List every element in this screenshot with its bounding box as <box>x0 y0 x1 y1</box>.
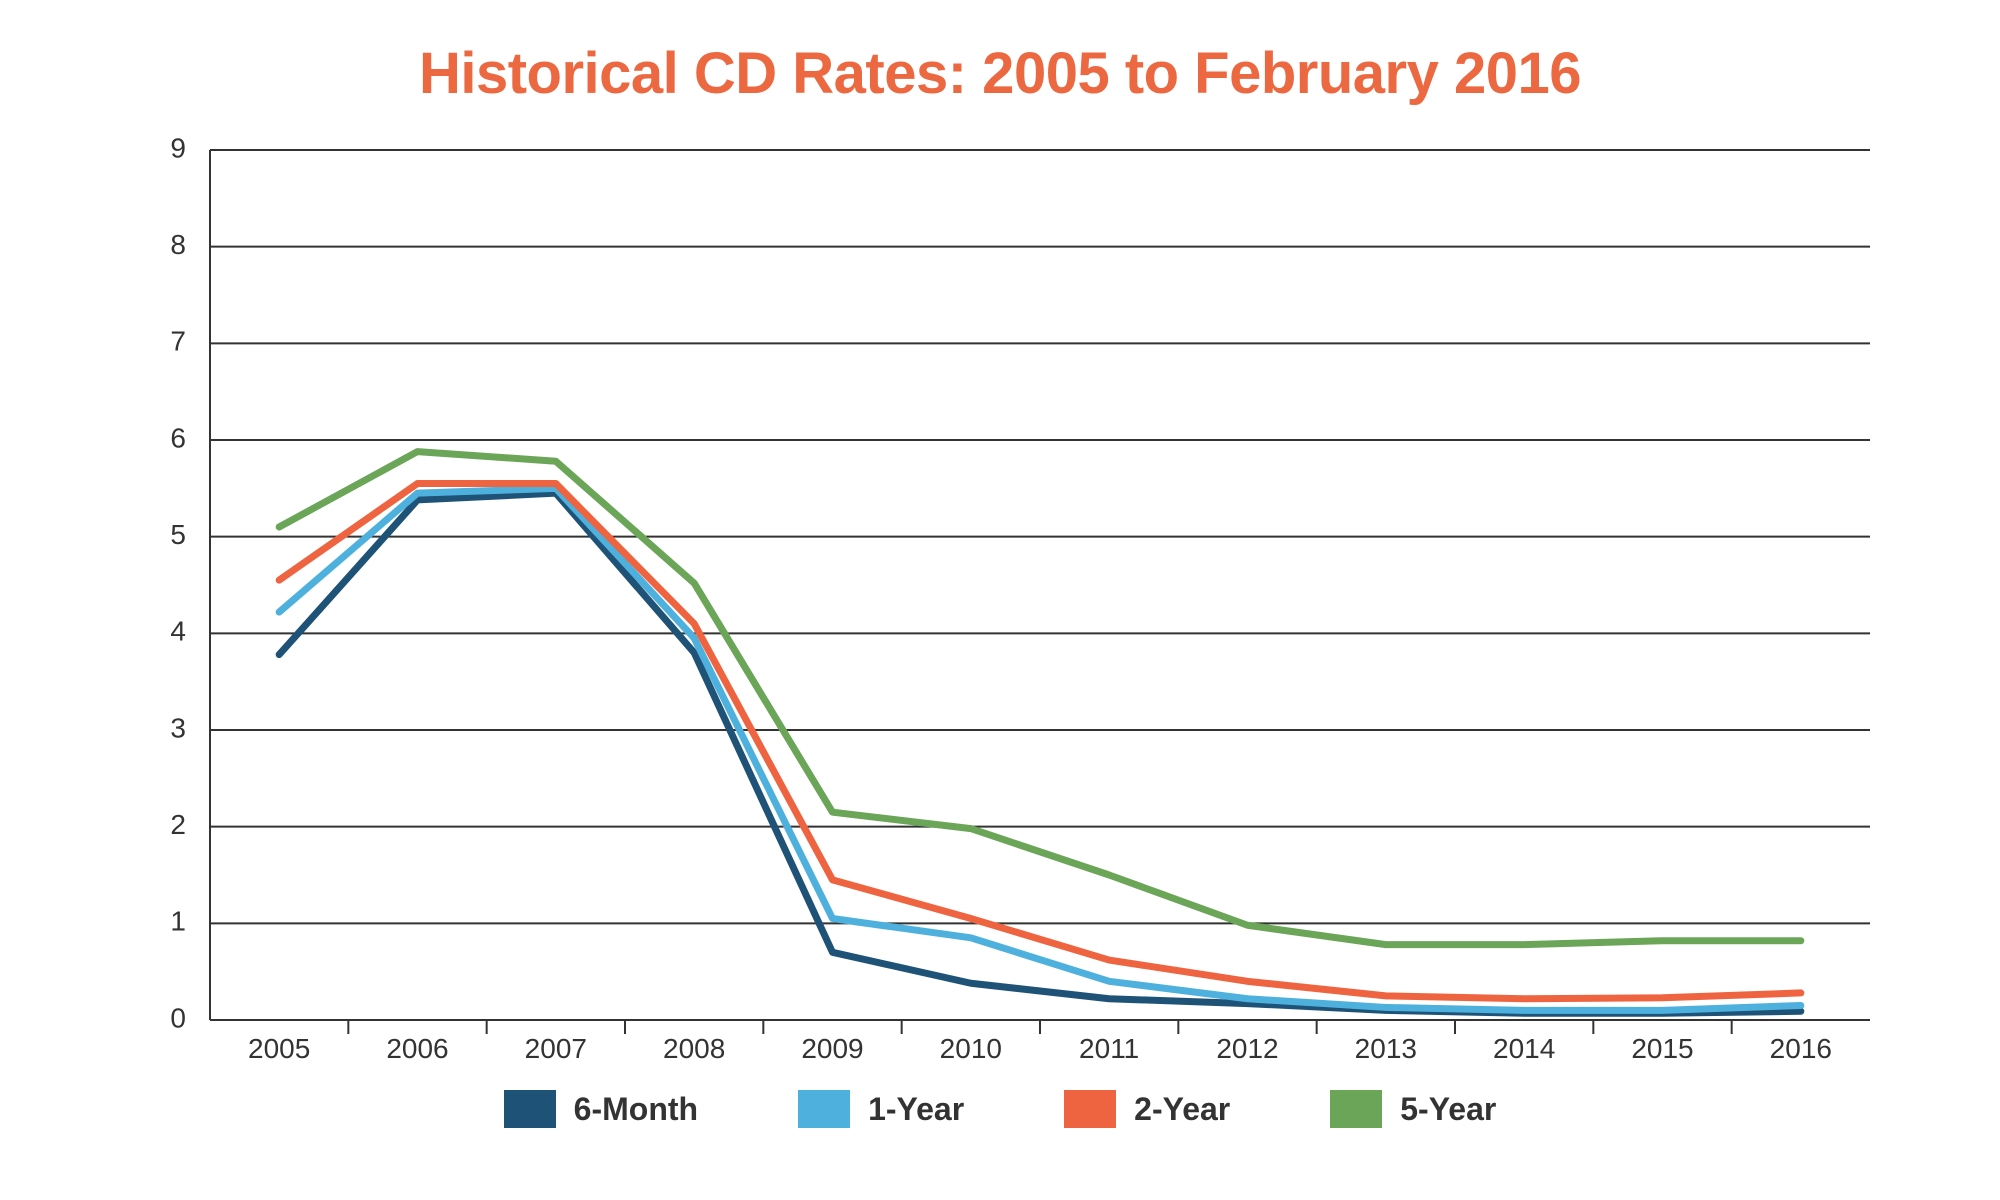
legend-swatch <box>1330 1090 1382 1128</box>
legend-label: 1-Year <box>868 1091 964 1128</box>
y-tick-label: 1 <box>170 906 186 937</box>
x-tick-label: 2016 <box>1770 1033 1832 1064</box>
series-2-year <box>279 484 1801 999</box>
legend-swatch <box>798 1090 850 1128</box>
x-tick-label: 2008 <box>663 1033 725 1064</box>
x-tick-label: 2006 <box>386 1033 448 1064</box>
y-tick-label: 5 <box>170 519 186 550</box>
x-tick-label: 2015 <box>1631 1033 1693 1064</box>
legend-label: 6-Month <box>574 1091 698 1128</box>
x-tick-label: 2005 <box>248 1033 310 1064</box>
series-1-year <box>279 488 1801 1010</box>
cd-rates-line-chart: Historical CD Rates: 2005 to February 20… <box>0 0 2000 1200</box>
x-tick-label: 2007 <box>525 1033 587 1064</box>
x-tick-label: 2011 <box>1079 1033 1139 1064</box>
legend-item-5-year: 5-Year <box>1330 1090 1496 1128</box>
y-tick-label: 0 <box>170 1002 186 1033</box>
series-5-year <box>279 452 1801 945</box>
series-6-month <box>279 493 1801 1013</box>
legend-item-2-year: 2-Year <box>1064 1090 1230 1128</box>
chart-legend: 6-Month 1-Year 2-Year 5-Year <box>0 1090 2000 1133</box>
y-tick-label: 8 <box>170 229 186 260</box>
y-tick-label: 9 <box>170 132 186 163</box>
legend-swatch <box>1064 1090 1116 1128</box>
x-tick-label: 2014 <box>1493 1033 1555 1064</box>
x-tick-label: 2010 <box>940 1033 1002 1064</box>
x-tick-label: 2012 <box>1216 1033 1278 1064</box>
legend-item-1-year: 1-Year <box>798 1090 964 1128</box>
legend-item-6-month: 6-Month <box>504 1090 698 1128</box>
legend-swatch <box>504 1090 556 1128</box>
legend-label: 5-Year <box>1400 1091 1496 1128</box>
y-tick-label: 3 <box>170 712 186 743</box>
y-tick-label: 7 <box>170 326 186 357</box>
legend-label: 2-Year <box>1134 1091 1230 1128</box>
chart-svg: 0 1 2 3 4 5 6 7 8 9 2005 2006 2007 2008 2009 2010 2011 20… <box>0 0 2000 1200</box>
y-tick-label: 4 <box>170 616 186 647</box>
y-tick-label: 2 <box>170 809 186 840</box>
x-tick-label: 2009 <box>801 1033 863 1064</box>
x-tick-label: 2013 <box>1355 1033 1417 1064</box>
y-tick-label: 6 <box>170 422 186 453</box>
